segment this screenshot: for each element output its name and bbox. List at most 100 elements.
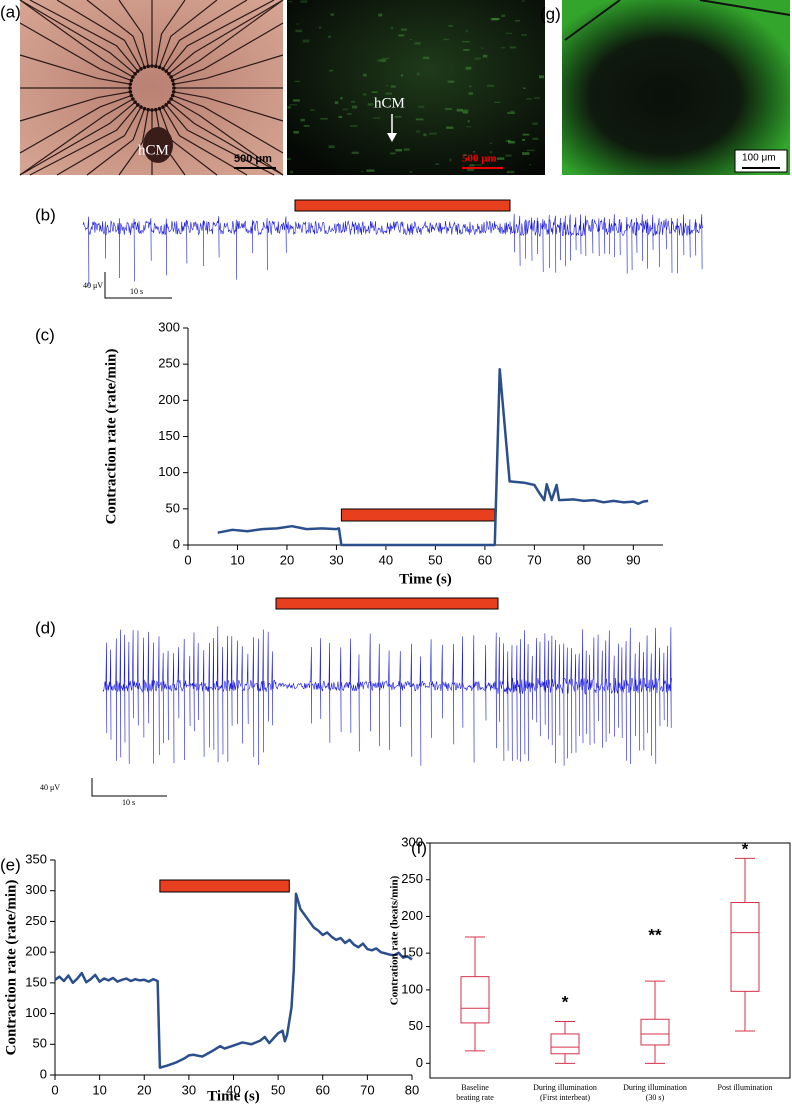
scale-label: 10 s [122, 798, 135, 807]
y-axis-label: Contraction rate (rate/min) [103, 349, 119, 525]
speckle [423, 133, 427, 137]
speckle [398, 34, 405, 37]
speckle [522, 133, 530, 136]
electrode-pad [136, 103, 140, 107]
y-tick-label: 50 [33, 1036, 47, 1051]
arrow-head [387, 133, 397, 142]
speckle [534, 97, 541, 99]
y-tick-label: 150 [158, 428, 180, 443]
speckle [429, 132, 437, 135]
speckle [319, 26, 322, 29]
speckle [400, 28, 407, 31]
x-tick-label: beating rate [456, 1093, 494, 1102]
scale-box [734, 149, 788, 173]
electrode-line [168, 101, 284, 176]
speckle [288, 1, 293, 3]
electrode-line [29, 104, 139, 176]
x-tick-label: Post illumination [718, 1083, 773, 1092]
y-tick-label: 250 [158, 356, 180, 371]
x-tick-label: 20 [280, 552, 294, 567]
electrode-pad [172, 86, 176, 90]
speckle [300, 0, 308, 4]
x-tick-label: (First interbeat) [540, 1093, 590, 1102]
scale-label: 40 μV [83, 281, 103, 290]
electrode-pad [161, 67, 165, 71]
electrode-line [19, 101, 136, 176]
speckle [448, 24, 453, 27]
electrode-line [19, 98, 134, 176]
speckle [366, 169, 375, 172]
y-axis-label: Contration rate (beats/min) [389, 875, 401, 1005]
speckle [494, 101, 501, 104]
x-tick-label: During illumination [533, 1083, 597, 1092]
y-tick-label: 150 [25, 974, 47, 989]
speckle [522, 152, 530, 155]
speckle [505, 154, 512, 157]
electrode-pad [133, 72, 137, 76]
speckle [446, 126, 454, 129]
electrode-pad [154, 64, 158, 69]
speckle [385, 85, 389, 87]
speckle [469, 85, 472, 87]
speckle [521, 0, 525, 3]
speckle [465, 66, 472, 70]
scale-label: 10 s [130, 287, 143, 296]
electrode-pad [133, 100, 137, 104]
speckle [409, 39, 412, 41]
speckle [342, 108, 349, 111]
illumination-bar [340, 508, 496, 522]
speckle [447, 80, 455, 83]
speckle [539, 75, 544, 79]
x-tick-label: 80 [577, 552, 591, 567]
electrode-line [56, 0, 142, 70]
speckle [487, 84, 495, 88]
significance: ** [648, 925, 662, 944]
speckle [296, 23, 299, 25]
panel-label: (b) [35, 205, 56, 224]
box [460, 976, 490, 1024]
speckle [456, 108, 463, 112]
speckle [287, 158, 291, 160]
x-tick-label: 40 [379, 552, 393, 567]
speckle [351, 100, 356, 103]
electrode-line [56, 106, 142, 176]
x-tick-label: 30 [182, 1082, 196, 1097]
electrode-pad [161, 105, 165, 109]
speckle [394, 115, 402, 118]
speckle [463, 154, 467, 156]
electrode-line [170, 0, 284, 78]
speckle [300, 118, 305, 122]
electrode-pad [170, 78, 175, 83]
speckle [390, 85, 396, 88]
electrode-line [173, 54, 284, 85]
x-tick-label: 70 [360, 1082, 374, 1097]
speckle [351, 151, 359, 154]
panel-label: (g) [540, 4, 561, 23]
speckle [481, 47, 484, 49]
speckle [443, 38, 449, 41]
speckle [474, 57, 481, 60]
scale-label: 100 μm [742, 153, 776, 164]
x-tick-label: (30 s) [646, 1093, 665, 1102]
x-tick-label: 60 [478, 552, 492, 567]
speckle [330, 13, 335, 16]
speckle [395, 149, 403, 152]
micrograph-g [562, 0, 790, 175]
scale-label: 40 μV [40, 783, 60, 792]
y-tick-label: 350 [25, 851, 47, 866]
illumination-bar [275, 597, 499, 610]
electrode-pad [136, 69, 140, 73]
voltage-trace [102, 626, 672, 766]
speckle [347, 113, 352, 115]
speckle [467, 168, 475, 172]
speckle [475, 164, 482, 166]
electrode-line [168, 0, 284, 75]
speckle [521, 34, 528, 36]
electrode-line [165, 0, 275, 72]
speckle [361, 171, 364, 173]
electrode-line [155, 0, 186, 67]
panel-label: (c) [35, 325, 55, 344]
electrode-pad [164, 69, 168, 73]
x-tick-label: 0 [51, 1082, 58, 1097]
